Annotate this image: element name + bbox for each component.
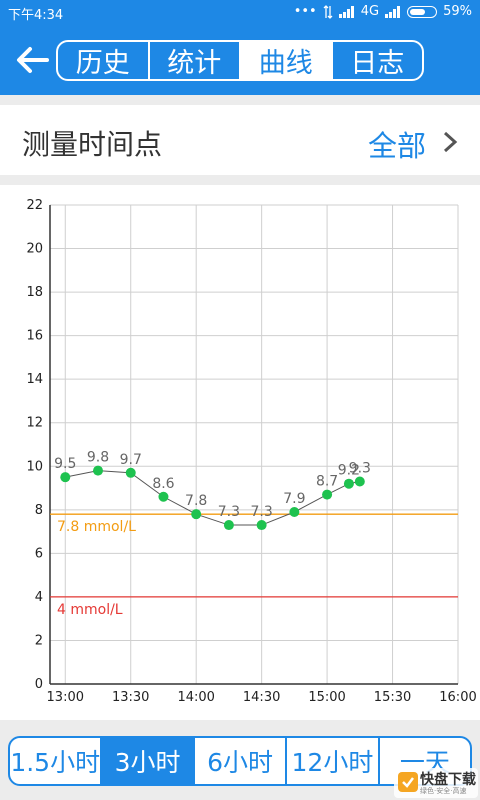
data-point — [125, 467, 136, 478]
x-tick-label: 16:00 — [439, 690, 476, 705]
y-tick-label: 14 — [26, 372, 43, 387]
data-point — [93, 465, 103, 476]
x-tick-label: 13:00 — [47, 690, 84, 705]
x-tick-label: 13:30 — [112, 690, 149, 705]
data-point — [256, 520, 267, 531]
y-tick-label: 22 — [26, 198, 43, 213]
network-type: 4G — [360, 4, 380, 19]
status-icons: ••• 4G 59% — [294, 4, 472, 19]
data-point — [60, 472, 71, 483]
x-tick-label: 15:00 — [308, 690, 345, 705]
data-label: 9.7 — [120, 452, 142, 468]
x-tick-label: 14:30 — [243, 690, 280, 705]
watermark-subtitle: 绿色·安全·高速 — [420, 787, 467, 795]
tab-curve[interactable]: 曲线 — [241, 42, 333, 79]
data-point — [354, 476, 365, 487]
y-tick-label: 0 — [35, 677, 43, 692]
y-tick-label: 12 — [26, 416, 43, 431]
y-tick-label: 16 — [26, 329, 43, 344]
data-label: 8.7 — [316, 474, 338, 490]
data-label: 7.9 — [283, 491, 305, 507]
filter-label: 测量时间点 — [22, 128, 163, 161]
x-tick-label: 15:30 — [374, 690, 411, 705]
more-dots-icon: ••• — [293, 4, 317, 19]
data-point — [322, 489, 333, 500]
time-range-tabs: 1.5小时 3小时 6小时 12小时 一天 — [8, 736, 472, 786]
data-point — [158, 491, 169, 502]
data-label: 9.8 — [87, 450, 109, 466]
y-tick-label: 4 — [35, 590, 43, 605]
data-label: 9.5 — [54, 456, 76, 472]
chevron-right-icon[interactable] — [442, 131, 458, 153]
measurement-time-filter[interactable]: 测量时间点 全部 — [0, 105, 480, 175]
y-tick-label: 18 — [26, 285, 43, 300]
data-transfer-icon — [323, 4, 333, 19]
status-bar: 下午4:34 ••• 4G 59% — [0, 0, 480, 25]
watermark-logo-icon — [398, 772, 418, 792]
tab-log[interactable]: 日志 — [350, 48, 405, 79]
range-tab-3h[interactable]: 3小时 — [102, 738, 195, 784]
signal-icon-2 — [385, 5, 401, 18]
y-tick-label: 6 — [35, 546, 43, 561]
data-label: 7.3 — [251, 504, 273, 520]
data-label: 7.3 — [218, 504, 240, 520]
x-tick-label: 14:00 — [177, 690, 214, 705]
range-tab-12h[interactable]: 12小时 — [287, 738, 380, 784]
bottom-bar: 1.5小时 3小时 6小时 12小时 一天 快盘下载 绿色·安全·高速 — [0, 720, 480, 800]
battery-percent: 59% — [443, 4, 472, 19]
data-point — [191, 509, 202, 520]
data-point — [223, 520, 234, 531]
data-label: 9.3 — [349, 461, 371, 477]
y-tick-label: 20 — [26, 242, 43, 257]
back-arrow-icon[interactable] — [14, 43, 50, 77]
data-point — [343, 478, 354, 489]
chart-svg: 0 2 4 6 8 10 12 14 16 18 20 22 13:00 13:30 14:00 14:30 1… — [26, 198, 476, 705]
data-label: 7.8 — [185, 493, 207, 509]
y-tick-label: 8 — [35, 503, 43, 518]
tab-statistics[interactable]: 统计 — [150, 42, 241, 79]
reference-line-label: 4 mmol/L — [57, 602, 123, 618]
battery-icon — [407, 5, 438, 18]
y-tick-label: 10 — [26, 459, 43, 474]
range-tab-1-5h[interactable]: 1.5小时 — [10, 738, 103, 784]
reference-line-label: 7.8 mmol/L — [57, 519, 136, 535]
range-tab-6h[interactable]: 6小时 — [195, 738, 288, 784]
watermark-title: 快盘下载 — [420, 772, 476, 788]
y-tick-label: 2 — [35, 633, 43, 648]
data-point — [289, 506, 300, 517]
app-bar: 历史 统计 曲线 日志 — [0, 25, 480, 95]
view-tabs: 历史 统计 曲线 日志 — [56, 40, 424, 81]
tab-history[interactable]: 历史 — [58, 42, 150, 79]
battery-fill — [410, 8, 426, 15]
data-label: 8.6 — [152, 476, 174, 492]
watermark-logo: 快盘下载 绿色·安全·高速 — [394, 768, 478, 798]
signal-icon — [338, 5, 354, 18]
glucose-chart: 0 2 4 6 8 10 12 14 16 18 20 22 13:00 13:30 14:00 14:30 1… — [0, 185, 480, 720]
status-time: 下午4:34 — [8, 8, 64, 23]
filter-value[interactable]: 全部 — [367, 129, 426, 163]
data-label: 9.2 — [338, 463, 360, 479]
